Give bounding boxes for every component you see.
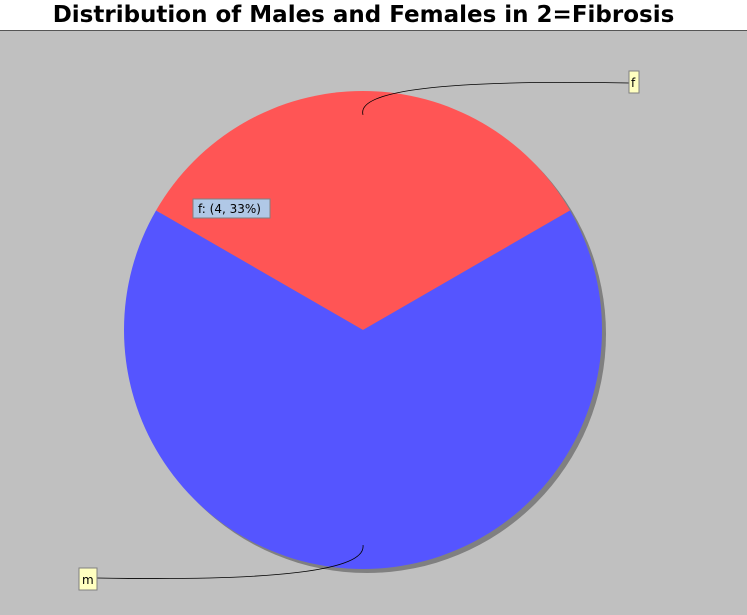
leader-line-m [96, 545, 364, 579]
slice-label-f: f [628, 70, 640, 94]
slice-tooltip: f: (4, 33%) [192, 198, 271, 219]
tooltip-text: f: (4, 33%) [198, 202, 261, 216]
leader-line-f [362, 82, 630, 116]
slice-label-text-m: m [82, 573, 94, 587]
slice-label-text-f: f [631, 76, 636, 90]
chart-title: Distribution of Males and Females in 2=F… [52, 2, 675, 28]
pie-slice-m[interactable] [124, 210, 602, 570]
slice-label-m: m [78, 567, 98, 591]
